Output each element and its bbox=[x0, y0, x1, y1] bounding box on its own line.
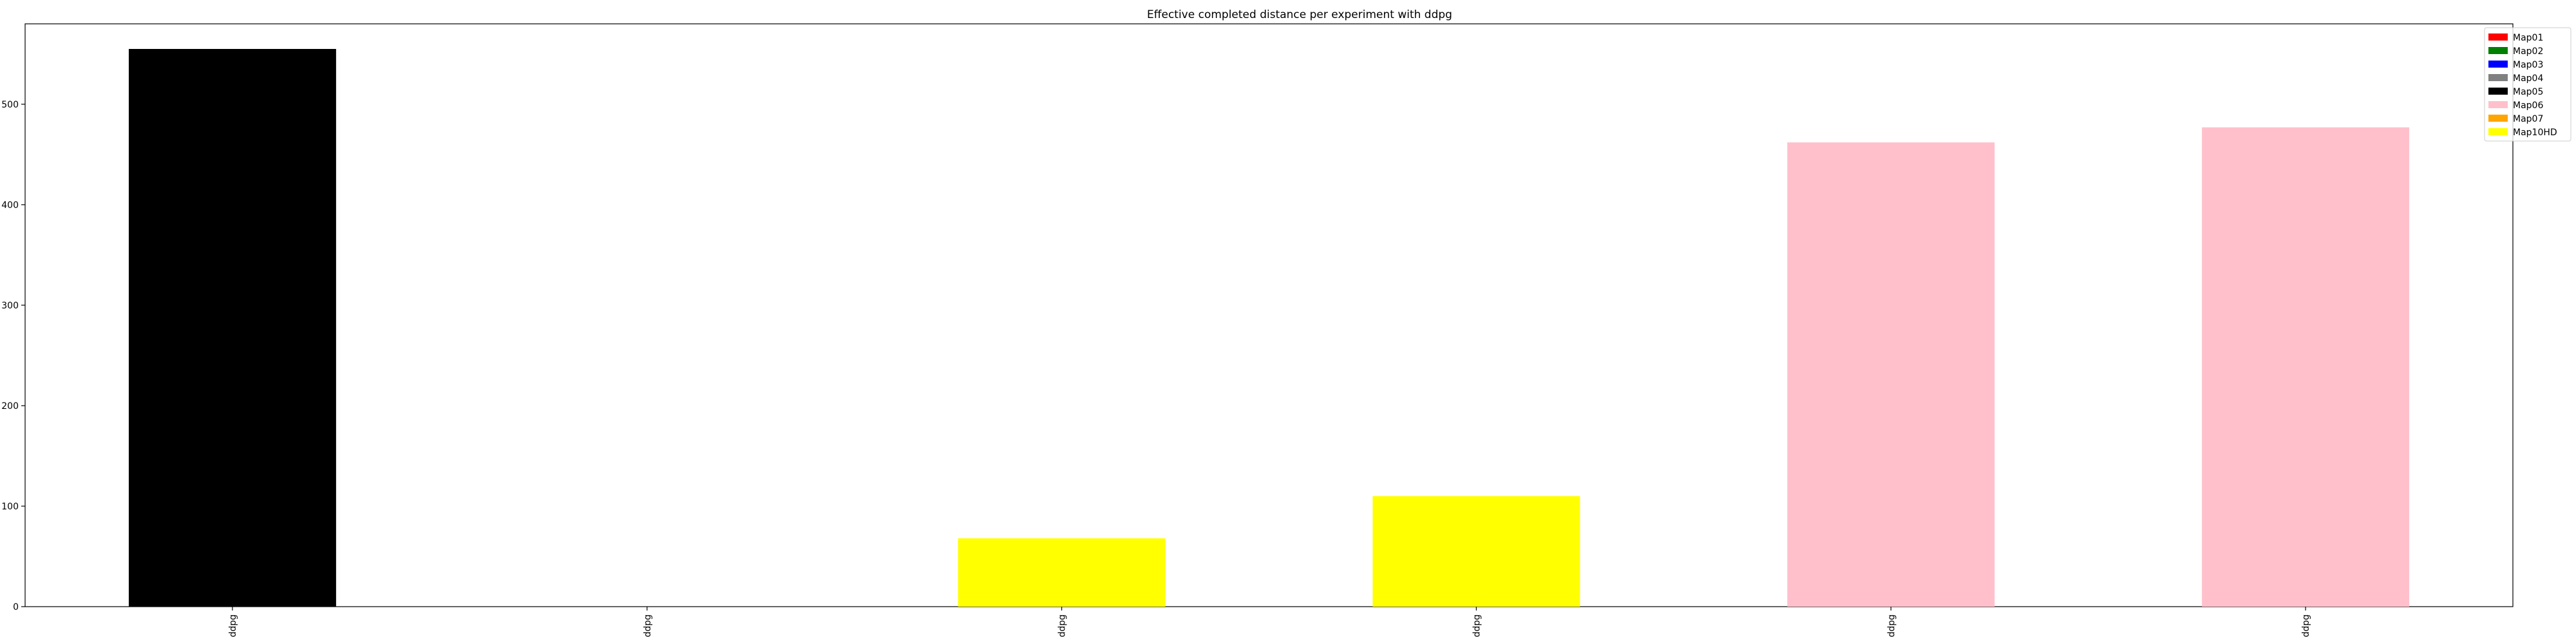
bar-3 bbox=[958, 538, 1166, 607]
x-tick-label: ddpg bbox=[1472, 614, 1482, 638]
bars bbox=[128, 49, 2410, 607]
legend-swatch-map03 bbox=[2488, 61, 2508, 68]
legend-label-map05: Map05 bbox=[2513, 87, 2543, 97]
x-tick-label: ddpg bbox=[643, 614, 653, 638]
y-tick-label: 300 bbox=[1, 301, 19, 311]
legend-label-map06: Map06 bbox=[2513, 100, 2543, 111]
x-tick-label: ddpg bbox=[1057, 614, 1068, 638]
plot-area bbox=[24, 23, 2514, 607]
y-tick-label: 0 bbox=[13, 602, 19, 612]
legend-swatch-map01 bbox=[2488, 33, 2508, 41]
bar-4 bbox=[1372, 496, 1580, 607]
legend-swatch-map02 bbox=[2488, 47, 2508, 54]
bar-5 bbox=[1787, 142, 1995, 607]
legend-label-map10hd: Map10HD bbox=[2513, 128, 2557, 138]
x-axis: ddpg ddpg ddpg ddpg ddpg ddpg bbox=[228, 607, 2311, 638]
legend-swatch-map04 bbox=[2488, 74, 2508, 81]
y-axis: 0 100 200 300 400 500 bbox=[1, 100, 25, 612]
legend-label-map04: Map04 bbox=[2513, 73, 2543, 84]
legend-swatch-map05 bbox=[2488, 88, 2508, 95]
legend-label-map03: Map03 bbox=[2513, 60, 2543, 70]
chart-title: Effective completed distance per experim… bbox=[1147, 8, 1452, 21]
x-tick-label: ddpg bbox=[1886, 614, 1897, 638]
bar-1 bbox=[128, 49, 336, 607]
y-tick-label: 500 bbox=[1, 100, 19, 110]
y-tick-label: 100 bbox=[1, 502, 19, 512]
legend-label-map02: Map02 bbox=[2513, 46, 2543, 57]
legend-frame bbox=[2484, 27, 2571, 142]
legend-label-map01: Map01 bbox=[2513, 33, 2543, 43]
legend-swatch-map07 bbox=[2488, 115, 2508, 122]
legend-swatch-map06 bbox=[2488, 101, 2508, 108]
x-tick-label: ddpg bbox=[2301, 614, 2311, 638]
legend-label-map07: Map07 bbox=[2513, 114, 2543, 124]
legend-swatch-map10hd bbox=[2488, 128, 2508, 135]
legend: Map01 Map02 Map03 Map04 Map05 Map06 Map07 Map10… bbox=[2484, 27, 2571, 142]
y-tick-label: 400 bbox=[1, 200, 19, 211]
x-tick-label: ddpg bbox=[228, 614, 238, 638]
y-tick-label: 200 bbox=[1, 401, 19, 412]
bar-6 bbox=[2202, 127, 2410, 607]
